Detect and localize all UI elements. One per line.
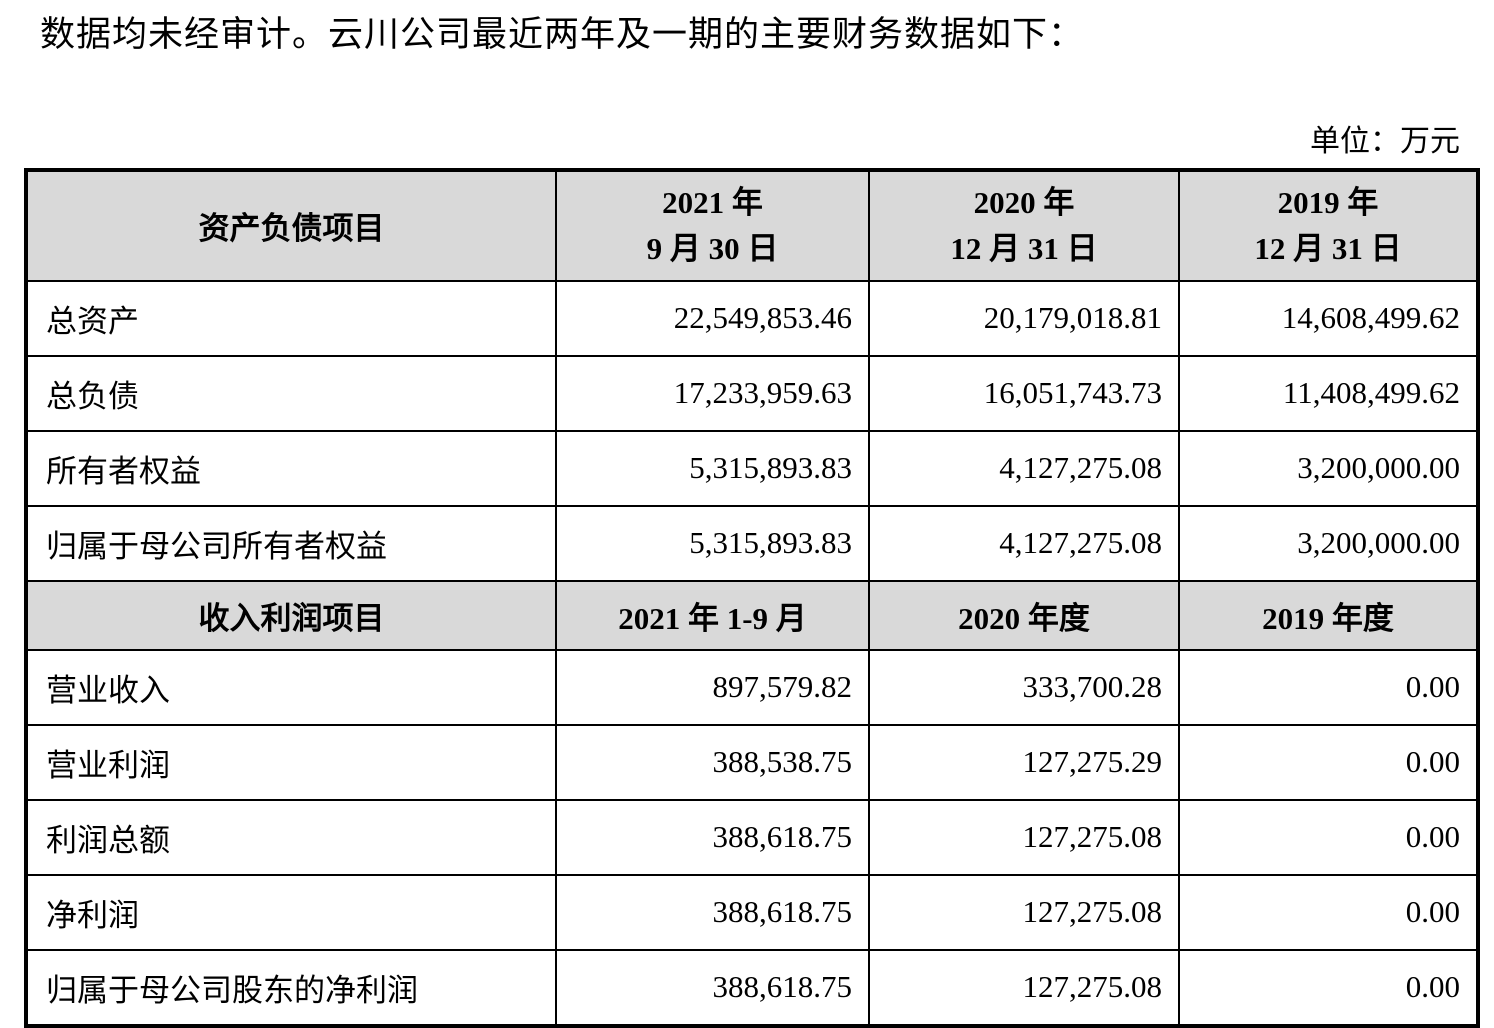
column-header-year: 2021 年 — [662, 184, 763, 220]
row-label: 利润总额 — [25, 798, 557, 876]
table-row-total-liabilities: 总负债 17,233,959.63 16,051,743.73 11,408,4… — [25, 354, 1479, 432]
cell-value: 388,618.75 — [555, 873, 870, 951]
column-header-year: 2020 年 — [973, 184, 1075, 220]
table-row-operating-profit: 营业利润 388,538.75 127,275.29 0.00 — [25, 723, 1479, 801]
cell-value: 22,549,853.46 — [555, 279, 870, 357]
table-row-equity-attributable-to-parent: 归属于母公司所有者权益 5,315,893.83 4,127,275.08 3,… — [25, 504, 1479, 582]
row-label: 归属于母公司所有者权益 — [25, 504, 557, 582]
column-header-2019-12-31: 2019 年 12 月 31 日 — [1178, 168, 1479, 282]
column-header-fy2020: 2020 年度 — [868, 579, 1180, 651]
table-row-net-profit: 净利润 388,618.75 127,275.08 0.00 — [25, 873, 1479, 951]
column-header-date: 12 月 31 日 — [1254, 230, 1402, 266]
table-row-total-profit: 利润总额 388,618.75 127,275.08 0.00 — [25, 798, 1479, 876]
column-header-year: 2019 年 — [1277, 184, 1379, 220]
column-header-2021-jan-sep: 2021 年 1-9 月 — [555, 579, 870, 651]
column-header-date: 9 月 30 日 — [646, 230, 779, 266]
unit-label: 单位：万元 — [1310, 124, 1460, 158]
cell-value: 16,051,743.73 — [868, 354, 1180, 432]
cell-value: 20,179,018.81 — [868, 279, 1180, 357]
cell-value: 14,608,499.62 — [1178, 279, 1479, 357]
row-label: 所有者权益 — [25, 429, 557, 507]
cell-value: 897,579.82 — [555, 648, 870, 726]
row-label: 归属于母公司股东的净利润 — [25, 948, 557, 1027]
table-row-total-assets: 总资产 22,549,853.46 20,179,018.81 14,608,4… — [25, 279, 1479, 357]
cell-value: 333,700.28 — [868, 648, 1180, 726]
table-row-owners-equity: 所有者权益 5,315,893.83 4,127,275.08 3,200,00… — [25, 429, 1479, 507]
row-label: 营业收入 — [25, 648, 557, 726]
cell-value: 0.00 — [1178, 723, 1479, 801]
column-header-date: 12 月 31 日 — [950, 230, 1098, 266]
cell-value: 4,127,275.08 — [868, 504, 1180, 582]
balance-sheet-header-row: 资产负债项目 2021 年 9 月 30 日 2020 年 12 月 31 日 … — [25, 168, 1479, 282]
income-items-column-header: 收入利润项目 — [25, 579, 557, 651]
cell-value: 388,618.75 — [555, 948, 870, 1027]
row-label: 净利润 — [25, 873, 557, 951]
cell-value: 4,127,275.08 — [868, 429, 1180, 507]
cell-value: 127,275.29 — [868, 723, 1180, 801]
table-row-net-profit-attributable-to-parent: 归属于母公司股东的净利润 388,618.75 127,275.08 0.00 — [25, 948, 1479, 1027]
column-header-2021-09-30: 2021 年 9 月 30 日 — [555, 168, 870, 282]
cell-value: 0.00 — [1178, 798, 1479, 876]
cell-value: 127,275.08 — [868, 798, 1180, 876]
cell-value: 3,200,000.00 — [1178, 504, 1479, 582]
cell-value: 3,200,000.00 — [1178, 429, 1479, 507]
column-header-fy2019: 2019 年度 — [1178, 579, 1479, 651]
income-statement-header-row: 收入利润项目 2021 年 1-9 月 2020 年度 2019 年度 — [25, 579, 1479, 651]
balance-items-column-header: 资产负债项目 — [25, 168, 557, 282]
table-row-operating-revenue: 营业收入 897,579.82 333,700.28 0.00 — [25, 648, 1479, 726]
cell-value: 11,408,499.62 — [1178, 354, 1479, 432]
cell-value: 0.00 — [1178, 873, 1479, 951]
row-label: 总负债 — [25, 354, 557, 432]
cell-value: 5,315,893.83 — [555, 504, 870, 582]
cell-value: 5,315,893.83 — [555, 429, 870, 507]
cell-value: 127,275.08 — [868, 948, 1180, 1027]
financial-data-table: 资产负债项目 2021 年 9 月 30 日 2020 年 12 月 31 日 … — [24, 167, 1480, 1028]
cell-value: 388,538.75 — [555, 723, 870, 801]
cell-value: 388,618.75 — [555, 798, 870, 876]
cell-value: 17,233,959.63 — [555, 354, 870, 432]
cell-value: 127,275.08 — [868, 873, 1180, 951]
column-header-2020-12-31: 2020 年 12 月 31 日 — [868, 168, 1180, 282]
row-label: 营业利润 — [25, 723, 557, 801]
row-label: 总资产 — [25, 279, 557, 357]
cell-value: 0.00 — [1178, 948, 1479, 1027]
intro-paragraph: 数据均未经审计。云川公司最近两年及一期的主要财务数据如下： — [40, 15, 1085, 54]
cell-value: 0.00 — [1178, 648, 1479, 726]
